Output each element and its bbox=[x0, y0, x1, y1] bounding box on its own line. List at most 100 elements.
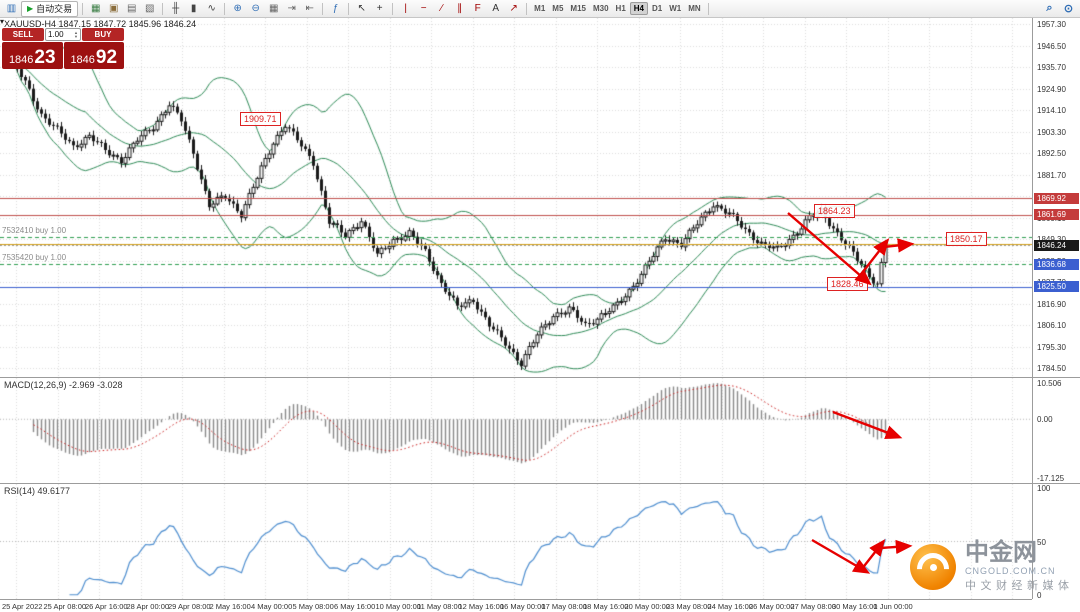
tile-windows-icon[interactable]: ▦ bbox=[268, 3, 279, 14]
time-axis-label: 26 May 00:00 bbox=[749, 602, 795, 611]
chart-shift-icon[interactable]: ⇤ bbox=[305, 3, 314, 14]
watermark-site: CNGOLD.COM.CN bbox=[965, 566, 1056, 576]
timeframe-button-h1[interactable]: H1 bbox=[615, 4, 626, 13]
rsi-label: RSI(14) 49.6177 bbox=[4, 486, 71, 496]
terminal-icon[interactable]: ▤ bbox=[126, 3, 137, 14]
macd-scale-label: -17.125 bbox=[1037, 474, 1065, 484]
candlestick-chart-icon[interactable]: ▮ bbox=[190, 3, 197, 14]
auto-scroll-icon[interactable]: ⇥ bbox=[287, 3, 296, 14]
top-toolbar: ▥ ▶ 自动交易 ▦ ▣ ▤ ▧ ╫ ▮ ∿ ⊕ ⊖ ▦ ⇥ ⇤ ƒ ↖ + | − ∕ ∥ F A ↗ M1 M5 M15 M30 H1… bbox=[0, 0, 1080, 18]
cursor-icon[interactable]: ↖ bbox=[357, 3, 366, 14]
user-icon[interactable]: ⊙ bbox=[1063, 3, 1074, 15]
crosshair-icon[interactable]: + bbox=[376, 3, 383, 14]
bar-chart-icon[interactable]: ╫ bbox=[172, 3, 180, 14]
price-scale-label: 1924.90 bbox=[1037, 84, 1066, 94]
autotrading-play-icon: ▶ bbox=[27, 4, 34, 13]
line-chart-icon[interactable]: ∿ bbox=[207, 3, 216, 14]
rsi-scale-label: 100 bbox=[1037, 484, 1051, 494]
pane-separator[interactable] bbox=[0, 377, 1080, 378]
buy-button[interactable]: BUY bbox=[82, 28, 124, 41]
macd-panel-canvas[interactable] bbox=[0, 378, 1032, 483]
zoom-in-icon[interactable]: ⊕ bbox=[233, 3, 242, 14]
time-axis-label: 25 Apr 2022 bbox=[2, 602, 43, 611]
price-scale-label: 1881.70 bbox=[1037, 170, 1066, 180]
timeframe-button-h4[interactable]: H4 bbox=[629, 2, 649, 15]
main-chart-canvas[interactable] bbox=[0, 18, 1032, 377]
price-scale-label: 1946.50 bbox=[1037, 41, 1066, 51]
buy-price-base: 1846 bbox=[70, 54, 95, 66]
strategy-tester-icon[interactable]: ▧ bbox=[144, 3, 155, 14]
sell-button[interactable]: SELL bbox=[2, 28, 44, 41]
trendline-icon[interactable]: ∕ bbox=[440, 3, 443, 14]
volume-spinner[interactable]: ▲ ▼ bbox=[74, 29, 78, 39]
toolbar-separator bbox=[224, 2, 226, 15]
timeframe-button-m1[interactable]: M1 bbox=[534, 4, 546, 13]
toolbar-separator bbox=[348, 2, 350, 15]
timeframe-button-m5[interactable]: M5 bbox=[552, 4, 564, 13]
timeframe-button-mn[interactable]: MN bbox=[688, 4, 701, 13]
autotrading-button[interactable]: ▶ 自动交易 bbox=[21, 0, 79, 17]
volume-input[interactable]: 1.00 ▲ ▼ bbox=[45, 28, 81, 41]
new-chart-icon[interactable]: ▦ bbox=[90, 3, 101, 14]
price-scale-label: 1892.50 bbox=[1037, 149, 1066, 159]
time-axis-label: 16 May 00:00 bbox=[500, 602, 546, 611]
time-axis-label: 6 May 16:00 bbox=[334, 602, 376, 611]
pane-separator[interactable] bbox=[0, 483, 1080, 484]
vertical-line-icon[interactable]: | bbox=[404, 3, 407, 14]
indicators-icon[interactable]: ƒ bbox=[332, 3, 339, 14]
price-scale-label: 1816.90 bbox=[1037, 299, 1066, 309]
rsi-panel-canvas[interactable] bbox=[0, 484, 1032, 599]
price-scale-label: 1806.10 bbox=[1037, 321, 1066, 331]
time-axis-label: 4 May 00:00 bbox=[251, 602, 293, 611]
zoom-out-icon[interactable]: ⊖ bbox=[251, 3, 260, 14]
price-tag: 1836.68 bbox=[1034, 258, 1079, 270]
macd-label: MACD(12,26,9) -2.969 -3.028 bbox=[4, 380, 123, 390]
price-scale-label: 1784.50 bbox=[1037, 364, 1066, 374]
time-axis-label: 25 Apr 08:00 bbox=[43, 602, 87, 611]
search-icon[interactable]: ⌕ bbox=[1046, 2, 1053, 14]
channel-icon[interactable]: ∥ bbox=[457, 3, 463, 14]
macd-scale-label: 0.00 bbox=[1037, 415, 1053, 425]
one-click-collapse-icon[interactable]: ▾ bbox=[0, 17, 5, 26]
volume-value: 1.00 bbox=[48, 30, 64, 39]
time-axis-label: 26 Apr 16:00 bbox=[85, 602, 128, 611]
arrow-tool-icon[interactable]: ↗ bbox=[509, 3, 518, 14]
time-axis-label: 23 May 08:00 bbox=[666, 602, 712, 611]
macd-scale-label: 10.506 bbox=[1037, 379, 1062, 389]
toolbar-separator bbox=[392, 2, 394, 15]
time-axis-label: 1 Jun 00:00 bbox=[873, 602, 913, 611]
autotrading-label: 自动交易 bbox=[36, 4, 73, 14]
buy-price-display[interactable]: 1846 92 bbox=[63, 42, 124, 69]
fibonacci-icon[interactable]: F bbox=[474, 3, 481, 14]
volume-up-icon[interactable]: ▲ bbox=[74, 29, 78, 35]
sell-price-display[interactable]: 1846 23 bbox=[2, 42, 63, 69]
price-scale-label: 1957.30 bbox=[1037, 20, 1066, 30]
time-axis-label: 29 Apr 08:00 bbox=[168, 602, 211, 611]
time-axis-label: 17 May 08:00 bbox=[541, 602, 587, 611]
profiles-icon[interactable]: ▣ bbox=[108, 3, 119, 14]
text-tool-icon[interactable]: A bbox=[492, 3, 499, 14]
rsi-scale-label: 50 bbox=[1037, 537, 1046, 547]
price-scale-label: 1914.10 bbox=[1037, 106, 1066, 116]
time-axis-label: 2 May 16:00 bbox=[209, 602, 251, 611]
buy-price-pips: 92 bbox=[95, 47, 118, 68]
price-scale-label: 1935.70 bbox=[1037, 63, 1066, 73]
price-tag: 1861.69 bbox=[1034, 209, 1079, 221]
time-axis-label: 24 May 16:00 bbox=[707, 602, 753, 611]
toolbar-separator bbox=[162, 2, 164, 15]
horizontal-line-icon[interactable]: − bbox=[420, 3, 427, 14]
volume-down-icon[interactable]: ▼ bbox=[74, 33, 78, 39]
timeframe-button-d1[interactable]: D1 bbox=[652, 4, 663, 13]
price-tag: 1869.92 bbox=[1034, 192, 1079, 204]
toolbar-separator bbox=[82, 2, 84, 15]
timeframe-button-m15[interactable]: M15 bbox=[570, 4, 586, 13]
price-scale[interactable]: 1957.30 1946.50 1935.70 1924.90 1914.10 1903.… bbox=[1032, 18, 1080, 600]
time-axis[interactable]: 25 Apr 2022 25 Apr 08:00 26 Apr 16:00 28 Ap… bbox=[0, 599, 1032, 612]
toolbar-separator bbox=[322, 2, 324, 15]
new-order-icon[interactable]: ▥ bbox=[6, 3, 17, 14]
time-axis-label: 12 May 16:00 bbox=[458, 602, 504, 611]
timeframe-button-m30[interactable]: M30 bbox=[592, 4, 609, 13]
timeframe-button-w1[interactable]: W1 bbox=[669, 4, 682, 13]
rsi-scale-label: 0 bbox=[1037, 590, 1042, 600]
toolbar-separator bbox=[526, 2, 528, 15]
